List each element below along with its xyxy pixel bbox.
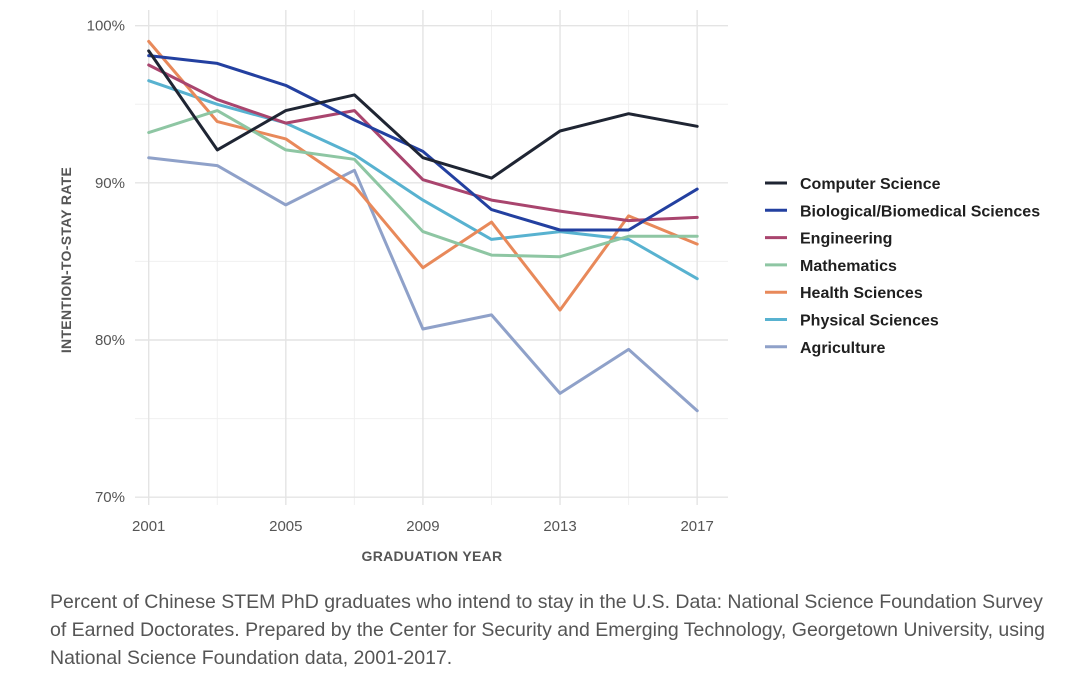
legend-label: Engineering — [800, 231, 892, 248]
x-tick-label: 2009 — [406, 518, 439, 535]
legend-item: Engineering — [765, 231, 892, 248]
y-tick-labels: 70% 80% 90% 100% — [87, 18, 125, 506]
y-tick-label: 100% — [87, 18, 125, 35]
legend-item: Computer Science — [765, 176, 941, 193]
y-axis-title: INTENTION-TO-STAY RATE — [58, 167, 74, 353]
x-tick-label: 2013 — [543, 518, 576, 535]
legend-item: Agriculture — [765, 340, 885, 357]
legend-item: Biological/Biomedical Sciences — [765, 203, 1040, 220]
series-lines — [147, 39, 699, 413]
x-tick-label: 2005 — [269, 518, 302, 535]
series-line-health-sciences — [147, 39, 699, 312]
series-line-biological-biomedical-sciences — [147, 54, 699, 232]
legend-label: Biological/Biomedical Sciences — [800, 203, 1040, 220]
series-line-physical-sciences — [147, 79, 699, 281]
series-line-computer-science — [147, 49, 699, 180]
legend-item: Mathematics — [765, 258, 897, 275]
legend-item: Health Sciences — [765, 285, 923, 302]
series-line-engineering — [147, 63, 699, 223]
figure-caption: Percent of Chinese STEM PhD graduates wh… — [50, 591, 1046, 669]
line-chart: 70% 80% 90% 100% 2001 2005 2009 2013 2017 GRADU… — [58, 10, 1040, 564]
legend-label: Mathematics — [800, 258, 897, 275]
legend-item: Physical Sciences — [765, 313, 939, 330]
x-tick-label: 2001 — [132, 518, 165, 535]
x-axis-title: GRADUATION YEAR — [362, 548, 503, 564]
x-tick-label: 2017 — [680, 518, 713, 535]
legend-label: Health Sciences — [800, 285, 923, 302]
y-tick-label: 70% — [95, 489, 125, 506]
legend: Computer Science Biological/Biomedical Sc… — [765, 176, 1040, 357]
grid-lines — [135, 10, 728, 505]
legend-label: Physical Sciences — [800, 313, 939, 330]
y-tick-label: 80% — [95, 332, 125, 349]
x-tick-labels: 2001 2005 2009 2013 2017 — [132, 518, 714, 535]
legend-label: Computer Science — [800, 176, 941, 193]
series-line-mathematics — [147, 109, 699, 259]
legend-label: Agriculture — [800, 340, 885, 357]
y-tick-label: 90% — [95, 175, 125, 192]
series-line-agriculture — [147, 156, 699, 413]
